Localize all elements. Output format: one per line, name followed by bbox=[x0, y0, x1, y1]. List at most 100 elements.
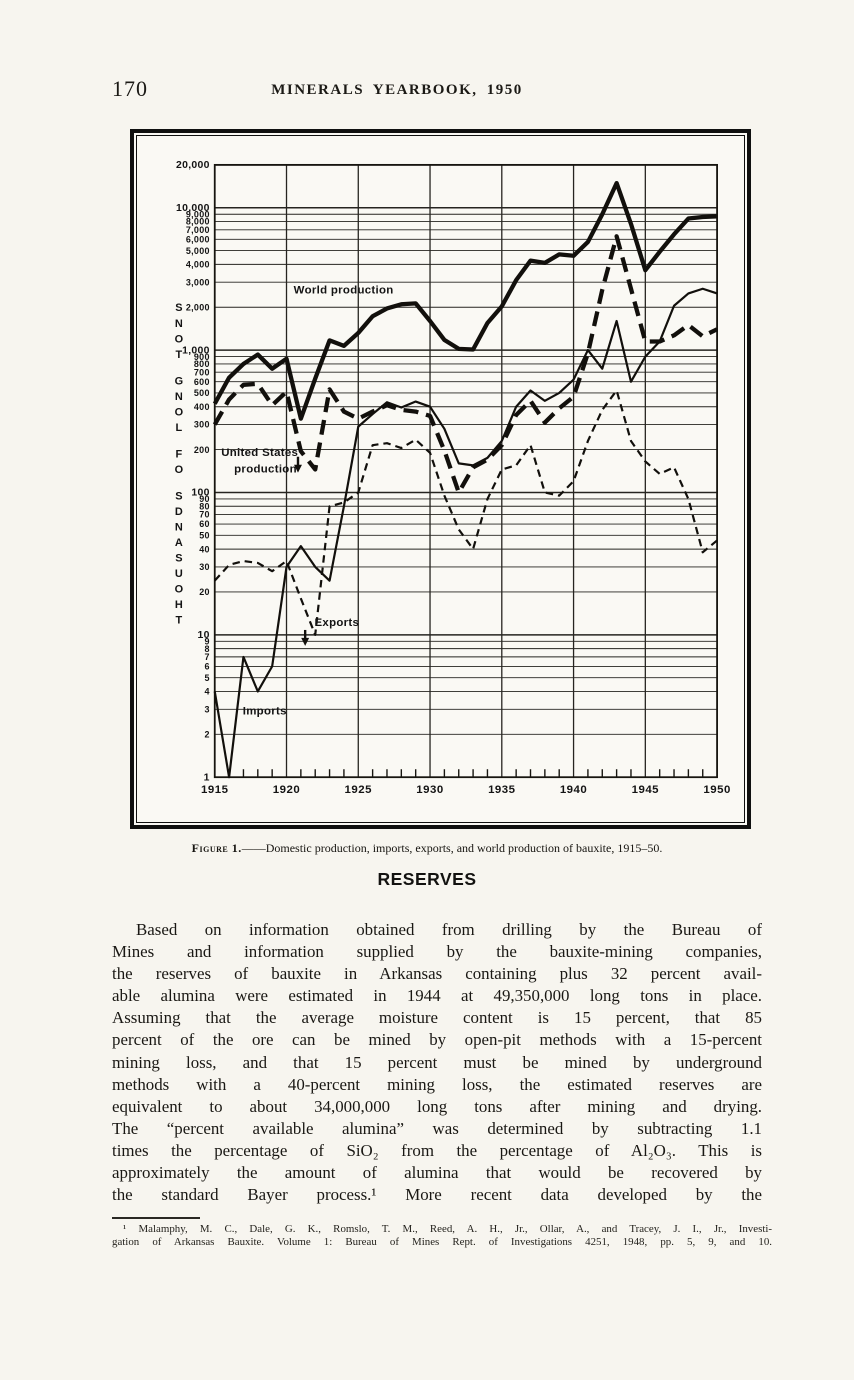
body-paragraph: Based on information obtained from drill… bbox=[112, 919, 762, 1206]
header-title: MINERALS YEARBOOK, 1950 bbox=[271, 82, 523, 98]
paragraph-line: Based on information obtained from drill… bbox=[136, 920, 762, 939]
y-axis-title-letter: D bbox=[175, 506, 183, 518]
section-heading: RESERVES bbox=[377, 869, 477, 889]
curve-label: Exports bbox=[314, 617, 359, 629]
figure-caption-label: Figure 1. bbox=[191, 841, 242, 855]
y-axis-title-letter: T bbox=[176, 349, 183, 361]
footnote: ¹ Malamphy, M. C., Dale, G. K., Romslo, … bbox=[112, 1223, 772, 1250]
series-world-production-line bbox=[212, 180, 718, 421]
y-tick-label: 3 bbox=[204, 704, 209, 714]
y-tick-label: 1 bbox=[204, 772, 210, 783]
y-axis-title-letter: T bbox=[176, 615, 183, 627]
curve-label: Imports bbox=[243, 706, 287, 718]
y-axis-title-letter: H bbox=[175, 599, 183, 611]
y-tick-label: 8,000 bbox=[186, 217, 210, 227]
y-tick-label: 8 bbox=[204, 644, 209, 654]
y-axis-title-letter: S bbox=[175, 302, 182, 314]
y-axis-title-letter: A bbox=[175, 537, 183, 549]
y-axis-title-letter: O bbox=[175, 464, 184, 476]
curve-label-arrowhead bbox=[294, 464, 302, 473]
y-tick-label: 2,000 bbox=[186, 302, 210, 312]
y-tick-label: 20 bbox=[199, 587, 210, 597]
y-tick-label: 90 bbox=[199, 494, 210, 504]
y-axis-title-letter: U bbox=[175, 568, 183, 580]
figure-caption: Figure 1.——Domestic production, imports,… bbox=[60, 841, 794, 856]
y-tick-label: 9,000 bbox=[186, 209, 210, 219]
paragraph-line: times the percentage of SiO₂ from the pe… bbox=[112, 1140, 762, 1160]
paragraph-line: percent of the ore can be mined by open-… bbox=[112, 1030, 762, 1050]
y-tick-label: 10 bbox=[198, 630, 210, 641]
footnote-rule bbox=[112, 1217, 200, 1219]
y-tick-label: 4,000 bbox=[186, 260, 210, 270]
x-tick-label: 1950 bbox=[703, 784, 730, 796]
figure-caption-text: ——Domestic production, imports, exports,… bbox=[241, 841, 663, 855]
y-tick-label: 50 bbox=[199, 531, 210, 541]
y-tick-label: 7,000 bbox=[186, 225, 210, 235]
y-tick-label: 80 bbox=[199, 501, 210, 511]
y-tick-label: 5,000 bbox=[186, 246, 210, 256]
footnote-line: gation of Arkansas Bauxite. Volume 1: Bu… bbox=[112, 1236, 772, 1249]
y-axis-title-letter: G bbox=[175, 375, 184, 387]
paragraph-line: Mines and information supplied by the ba… bbox=[112, 942, 762, 962]
paragraph-line: approximately the amount of alumina that… bbox=[112, 1163, 762, 1183]
paragraph-line: methods with a 40-percent mining loss, t… bbox=[112, 1074, 762, 1094]
series-imports-line bbox=[213, 287, 718, 779]
x-tick-label: 1940 bbox=[560, 784, 587, 796]
paragraph-line: the standard Bayer process.¹ More recent… bbox=[112, 1185, 762, 1205]
y-tick-label: 3,000 bbox=[186, 277, 210, 287]
curve-label: production bbox=[234, 464, 297, 476]
x-tick-label: 1930 bbox=[416, 784, 443, 796]
x-tick-label: 1920 bbox=[273, 784, 300, 796]
x-tick-label: 1945 bbox=[632, 784, 660, 796]
figure-frame: 20,000 10,000 9,000 8,000 7,000 6,000 5,000 4,0… bbox=[130, 129, 751, 829]
x-tick-label: 1935 bbox=[488, 784, 516, 796]
y-axis-title-letter: S bbox=[175, 553, 182, 565]
y-tick-label: 7 bbox=[204, 652, 209, 662]
y-tick-label: 600 bbox=[194, 377, 210, 387]
y-axis-title-letter: N bbox=[175, 521, 183, 533]
paragraph-line: Assuming that the average moisture conte… bbox=[112, 1008, 762, 1028]
paragraph-line: the reserves of bauxite in Arkansas cont… bbox=[112, 964, 762, 984]
y-tick-label: 30 bbox=[199, 562, 210, 572]
y-tick-label: 70 bbox=[199, 510, 210, 520]
y-axis-title-letter: O bbox=[175, 584, 184, 596]
y-axis-title-letter: S bbox=[175, 490, 182, 502]
paragraph-line: mining loss, and that 15 percent must be… bbox=[112, 1052, 762, 1072]
y-tick-label: 400 bbox=[194, 402, 210, 412]
y-axis-title-letter: N bbox=[175, 391, 183, 403]
y-tick-label: 300 bbox=[194, 420, 210, 430]
y-tick-label: 9 bbox=[204, 637, 209, 647]
y-axis-title-letter: O bbox=[175, 406, 184, 418]
y-axis-title-letter: N bbox=[175, 318, 183, 330]
paragraph-line: The “percent available alumina” was dete… bbox=[112, 1118, 762, 1138]
paragraph-line: equivalent to about 34,000,000 long tons… bbox=[112, 1096, 762, 1116]
y-tick-label: 200 bbox=[194, 445, 210, 455]
x-tick-label: 1915 bbox=[201, 784, 229, 796]
figure-inner-border: 20,000 10,000 9,000 8,000 7,000 6,000 5,000 4,0… bbox=[136, 135, 745, 823]
curve-label: World production bbox=[294, 284, 394, 296]
y-tick-label: 6 bbox=[204, 662, 209, 672]
footnote-line: ¹ Malamphy, M. C., Dale, G. K., Romslo, … bbox=[123, 1223, 772, 1235]
series-exports-line bbox=[213, 389, 718, 636]
y-tick-label: 700 bbox=[194, 367, 210, 377]
y-tick-label: 10,000 bbox=[176, 203, 210, 214]
x-tick-label: 1925 bbox=[345, 784, 373, 796]
y-tick-label: 900 bbox=[194, 352, 210, 362]
curve-label-arrowhead bbox=[301, 637, 310, 646]
y-tick-label: 4 bbox=[204, 687, 209, 697]
paragraph-line: able alumina were estimated in 1944 at 4… bbox=[112, 986, 762, 1006]
y-tick-label: 5 bbox=[204, 673, 209, 683]
plot-border bbox=[213, 163, 718, 779]
y-tick-label: 2 bbox=[204, 730, 209, 740]
y-axis-title-letter: O bbox=[175, 333, 184, 345]
series-united-states-production-line bbox=[212, 234, 719, 495]
y-tick-label: 40 bbox=[199, 544, 210, 554]
y-tick-label: 60 bbox=[199, 519, 210, 529]
y-axis-title-letter: L bbox=[176, 422, 183, 434]
y-tick-label: 1,000 bbox=[182, 345, 210, 356]
curve-label: United States bbox=[221, 447, 298, 459]
page-number: 170 bbox=[112, 76, 148, 101]
y-tick-label: 800 bbox=[194, 359, 210, 369]
